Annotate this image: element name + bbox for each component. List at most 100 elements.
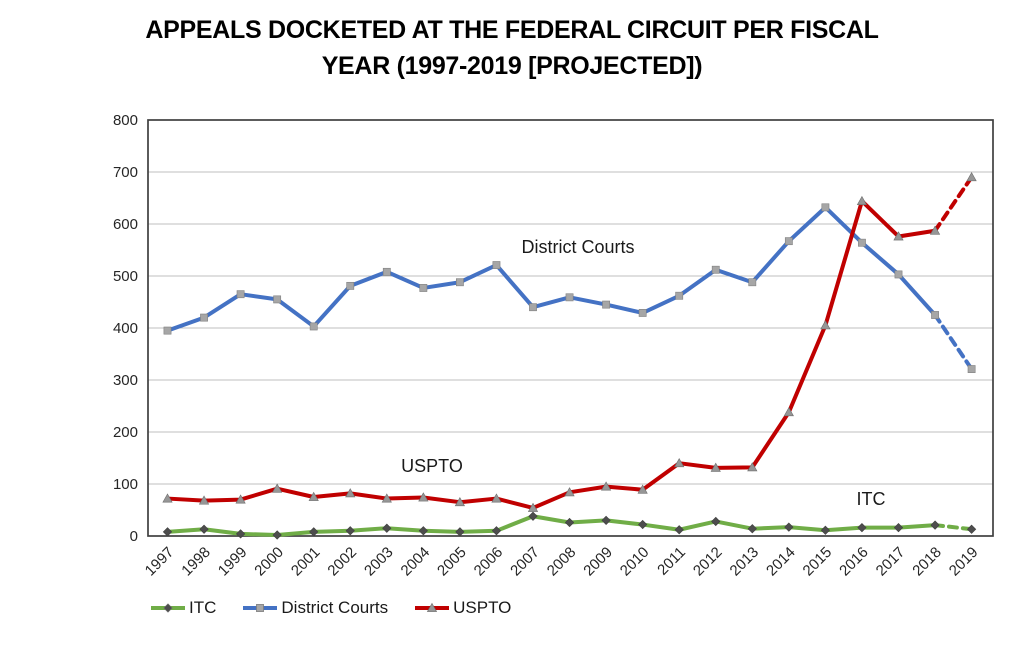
series-marker-uspto (272, 483, 283, 493)
x-tick-label: 2014 (763, 544, 799, 580)
series-marker-district-courts (346, 281, 355, 290)
legend-swatch-district-courts (243, 604, 278, 612)
x-tick-label: 2018 (909, 544, 945, 580)
y-tick-label: 600 (113, 216, 138, 233)
series-marker-district-courts (821, 203, 830, 212)
x-tick-label: 2005 (434, 544, 470, 580)
x-tick-label: 2009 (580, 544, 616, 580)
series-marker-uspto (308, 491, 319, 501)
series-marker-itc (309, 527, 319, 537)
x-tick-label: 1998 (178, 544, 214, 580)
series-marker-itc (601, 515, 611, 526)
legend-item-itc: ITC (150, 598, 216, 618)
series-marker-itc (382, 523, 392, 533)
series-marker-uspto (491, 493, 502, 503)
y-tick-label: 0 (130, 528, 138, 545)
series-marker-district-courts (602, 300, 610, 309)
diamond-marker-icon (163, 603, 173, 613)
chart-title-line2: YEAR (1997-2019 [PROJECTED]) (321, 52, 703, 81)
series-line-uspto (165, 199, 938, 510)
series-marker-district-courts (309, 322, 318, 331)
y-tick-label: 300 (113, 372, 138, 389)
series-marker-uspto (454, 496, 466, 507)
series-marker-itc (235, 529, 246, 539)
x-tick-label: 1999 (215, 544, 251, 580)
chart-title-line1: APPEALS DOCKETED AT THE FEDERAL CIRCUIT … (145, 16, 879, 44)
series-marker-district-courts (455, 278, 464, 287)
legend-label-district-courts: District Courts (281, 598, 389, 617)
series-marker-uspto (381, 493, 392, 503)
y-tick-label: 400 (113, 320, 138, 337)
series-marker-district-courts (382, 267, 391, 276)
x-tick-label: 2019 (946, 544, 982, 580)
x-tick-label: 1997 (142, 544, 178, 580)
series-marker-uspto (345, 488, 356, 498)
series-marker-district-courts (894, 270, 903, 279)
series-marker-uspto (418, 492, 429, 502)
series-marker-district-courts (675, 291, 684, 300)
series-marker-itc (564, 517, 575, 528)
series-marker-district-courts (967, 365, 976, 373)
series-marker-uspto (564, 487, 575, 497)
series-marker-district-courts (784, 237, 793, 246)
series-marker-uspto (637, 484, 648, 494)
legend-label-uspto: USPTO (453, 598, 512, 617)
x-tick-label: 2016 (836, 544, 872, 580)
series-marker-itc (491, 526, 502, 536)
series-marker-itc (930, 520, 940, 530)
series-line-projected-district-courts (933, 313, 974, 372)
x-tick-label: 2001 (288, 544, 324, 580)
series-marker-itc (893, 523, 904, 533)
x-tick-label: 2011 (654, 544, 689, 579)
series-marker-district-courts (931, 311, 939, 319)
y-tick-label: 200 (113, 424, 138, 441)
series-marker-district-courts (748, 278, 757, 287)
y-tick-label: 100 (113, 476, 138, 493)
y-tick-label: 800 (113, 112, 138, 129)
series-marker-uspto (747, 462, 758, 472)
series-marker-uspto (856, 195, 868, 206)
series-marker-uspto (527, 502, 539, 512)
annotation-itc: ITC (857, 489, 886, 509)
series-marker-itc (820, 525, 831, 535)
series-marker-uspto (710, 462, 721, 472)
series-marker-uspto (198, 495, 210, 505)
series-marker-uspto (929, 225, 941, 235)
series-marker-uspto (674, 457, 685, 468)
series-marker-district-courts (565, 293, 574, 302)
series-marker-itc (418, 526, 428, 536)
series-line-itc (165, 514, 938, 537)
series-marker-district-courts (236, 290, 245, 299)
series-line-projected-itc (933, 523, 974, 532)
series-marker-uspto (600, 481, 612, 491)
legend-swatch-uspto (415, 602, 450, 612)
series-marker-uspto (235, 494, 246, 504)
y-tick-label: 500 (113, 268, 138, 285)
x-tick-label: 2004 (398, 544, 434, 580)
series-marker-uspto (820, 320, 831, 330)
annotation-district-courts: District Courts (521, 237, 634, 257)
series-marker-district-courts (711, 265, 720, 274)
x-tick-label: 2015 (800, 544, 836, 580)
x-tick-label: 2012 (690, 544, 726, 580)
legend-label-itc: ITC (189, 598, 217, 617)
x-tick-label: 2006 (471, 544, 507, 580)
series-marker-itc (966, 524, 977, 534)
x-tick-label: 2017 (873, 544, 909, 580)
series-marker-itc (528, 511, 538, 521)
series-line-projected-uspto (933, 175, 974, 233)
x-tick-label: 2003 (361, 544, 397, 580)
series-marker-uspto (966, 171, 977, 182)
series-marker-itc (674, 525, 684, 535)
x-tick-label: 2002 (324, 544, 360, 580)
legend-swatch-itc (151, 603, 185, 613)
x-tick-label: 2013 (727, 544, 763, 580)
series-marker-itc (747, 524, 757, 534)
series-marker-itc (345, 526, 355, 536)
series-marker-itc (638, 519, 648, 530)
series-marker-itc (199, 524, 209, 534)
series-marker-district-courts (529, 303, 537, 312)
chart-legend: ITC District Courts USPTO (150, 598, 511, 618)
chart-title: APPEALS DOCKETED AT THE FEDERAL CIRCUIT … (0, 12, 1024, 85)
